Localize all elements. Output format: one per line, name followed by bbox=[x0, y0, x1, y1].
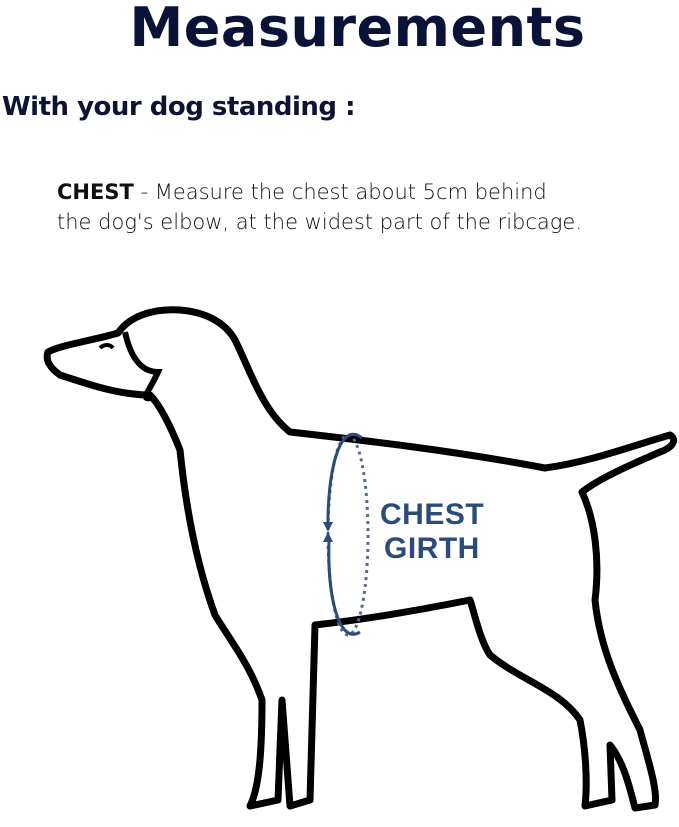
chest-instruction: CHEST - Measure the chest about 5cm behi… bbox=[57, 177, 582, 237]
girth-label-line-1: CHEST bbox=[380, 498, 485, 531]
page-title: Measurements bbox=[129, 0, 586, 59]
chest-label: CHEST bbox=[57, 180, 134, 204]
girth-label-line-2: GIRTH bbox=[384, 532, 480, 565]
instruction-line-1: - Measure the chest about 5cm behind bbox=[133, 180, 547, 204]
instruction-line-2: the dog's elbow, at the widest part of t… bbox=[57, 210, 582, 234]
girth-front-arc bbox=[326, 432, 363, 636]
dog-eye bbox=[98, 343, 115, 350]
arrow-up-icon bbox=[323, 532, 333, 542]
dog-outline bbox=[43, 306, 678, 812]
dog-ear bbox=[122, 331, 163, 402]
arrow-down-icon bbox=[323, 522, 333, 532]
chest-girth-label: CHEST GIRTH bbox=[380, 498, 484, 566]
subtitle: With your dog standing : bbox=[2, 92, 355, 122]
girth-back-arc bbox=[326, 433, 370, 637]
